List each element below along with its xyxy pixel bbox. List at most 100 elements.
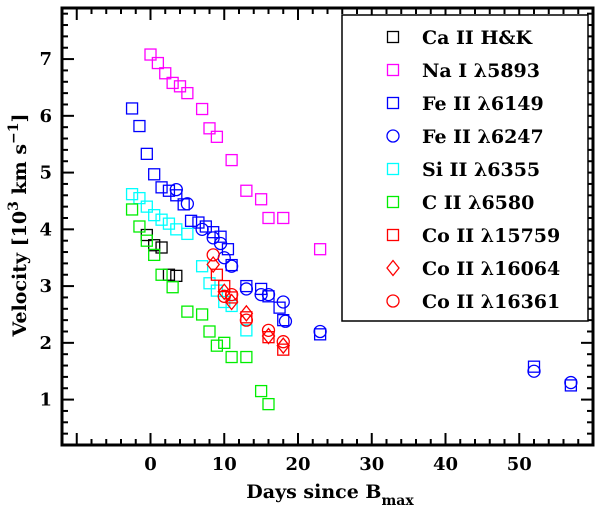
- data-point: [218, 336, 231, 349]
- legend-label: Co II λ15759: [422, 225, 560, 247]
- data-point: [261, 323, 276, 338]
- y-tick-label: 1: [39, 390, 52, 411]
- data-point: [240, 184, 253, 197]
- data-point: [225, 350, 238, 364]
- data-point: [218, 279, 231, 293]
- data-point: [170, 189, 183, 202]
- data-point: [169, 182, 183, 197]
- legend-label: Fe II λ6247: [422, 126, 544, 148]
- data-point: [261, 327, 276, 345]
- data-point: [181, 227, 194, 241]
- data-point: [195, 102, 209, 116]
- data-point: [239, 304, 254, 322]
- data-point: [527, 364, 541, 378]
- data-point: [276, 337, 291, 355]
- data-point: [240, 350, 253, 364]
- data-point: [144, 48, 157, 61]
- data-point: [225, 153, 238, 167]
- data-point: [181, 305, 194, 318]
- data-point: [125, 102, 139, 115]
- series-4: [125, 188, 253, 337]
- data-point: [218, 295, 231, 309]
- legend-marker: [386, 129, 400, 143]
- data-point: [162, 184, 176, 197]
- legend-marker: [386, 294, 400, 308]
- legend-label: Ca II H&K: [422, 27, 534, 49]
- legend-label: Fe II λ6149: [422, 93, 544, 115]
- data-point: [254, 287, 268, 302]
- series-5: [125, 203, 275, 411]
- x-tick-label: 0: [144, 454, 157, 475]
- data-point: [155, 241, 168, 254]
- data-point: [240, 324, 253, 337]
- x-tick-label: 30: [359, 454, 384, 475]
- legend-marker: [386, 30, 400, 44]
- data-point: [276, 295, 290, 309]
- data-point: [148, 168, 161, 181]
- data-point: [278, 314, 293, 328]
- data-point: [254, 384, 268, 398]
- legend-label: C II λ6580: [422, 192, 534, 214]
- data-point: [262, 397, 275, 411]
- x-tick-label: 20: [285, 454, 310, 475]
- x-axis-title: Days since Bmax: [246, 481, 414, 509]
- series-8: [206, 248, 290, 349]
- data-point: [155, 213, 168, 226]
- y-axis-title: Velocity [103 km s−1]: [6, 113, 31, 337]
- tick-labels: 0 10 20 30 40 50 1 2 3 4 5 6 7: [39, 49, 531, 475]
- data-point: [224, 287, 239, 302]
- data-point: [140, 234, 153, 247]
- data-point: [277, 313, 290, 327]
- data-point: [148, 208, 161, 222]
- data-point: [206, 248, 220, 262]
- data-point: [262, 211, 275, 225]
- legend-label: Si II λ6355: [422, 159, 540, 181]
- data-point: [254, 193, 268, 206]
- legend-label: Na I λ5893: [422, 60, 540, 82]
- legend-marker: [386, 96, 400, 110]
- data-point: [195, 260, 209, 273]
- data-point: [162, 268, 176, 281]
- data-point: [155, 181, 168, 194]
- legend-marker: [386, 162, 400, 176]
- data-point: [239, 282, 254, 296]
- data-point: [140, 147, 153, 161]
- data-point: [125, 188, 139, 201]
- legend: Ca II H&K Na I λ5893 Fe II λ6149 Fe II λ624…: [341, 14, 589, 322]
- data-point: [224, 259, 239, 273]
- legend-marker: [386, 63, 400, 77]
- legend-marker: [386, 228, 400, 242]
- data-point: [148, 248, 161, 262]
- data-point: [276, 335, 290, 349]
- data-point: [181, 86, 194, 100]
- data-point: [203, 122, 216, 135]
- data-point: [133, 220, 146, 233]
- data-point: [210, 339, 224, 352]
- data-point: [148, 239, 161, 252]
- data-point: [527, 360, 541, 373]
- data-point: [203, 325, 216, 338]
- data-point: [184, 214, 198, 227]
- data-point: [214, 230, 227, 243]
- data-point: [192, 216, 205, 229]
- x-tick-label: 10: [212, 454, 237, 475]
- y-tick-label: 3: [39, 276, 52, 297]
- data-point: [180, 197, 195, 211]
- legend-label: Co II λ16064: [422, 258, 560, 280]
- data-point: [195, 222, 209, 236]
- data-point: [133, 119, 146, 133]
- x-tick-label: 40: [433, 454, 458, 475]
- y-tick-label: 7: [39, 49, 52, 70]
- y-tick-label: 2: [39, 333, 52, 354]
- data-point: [151, 56, 165, 70]
- series-3: [169, 182, 578, 390]
- data-point: [210, 130, 224, 143]
- data-point: [313, 243, 327, 256]
- data-point: [173, 80, 187, 93]
- data-point: [210, 268, 224, 281]
- data-point: [313, 324, 327, 339]
- legend-marker: [386, 195, 400, 209]
- data-point: [277, 211, 290, 225]
- y-tick-label: 6: [39, 106, 52, 127]
